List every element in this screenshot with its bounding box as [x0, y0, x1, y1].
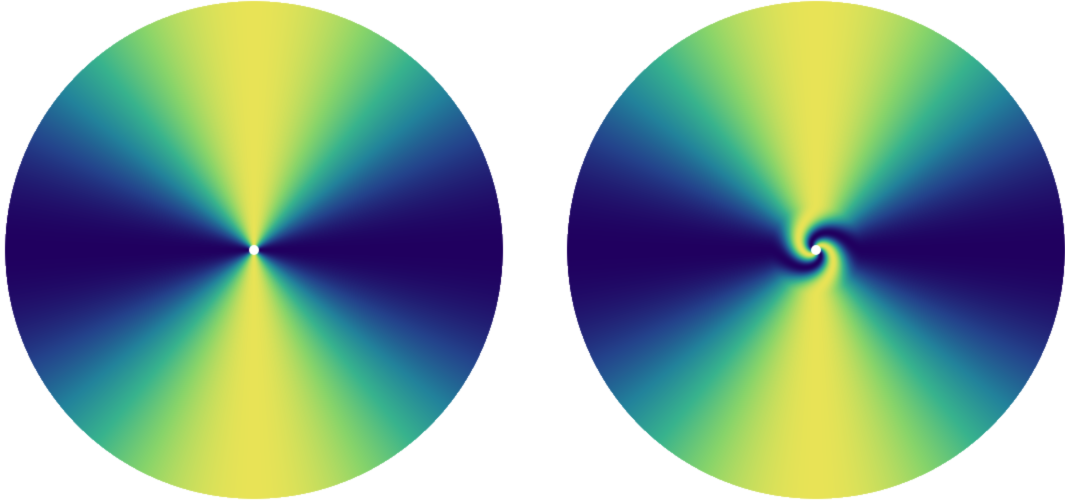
left-disk-plot — [4, 0, 504, 500]
right-disk-plot — [566, 0, 1065, 500]
